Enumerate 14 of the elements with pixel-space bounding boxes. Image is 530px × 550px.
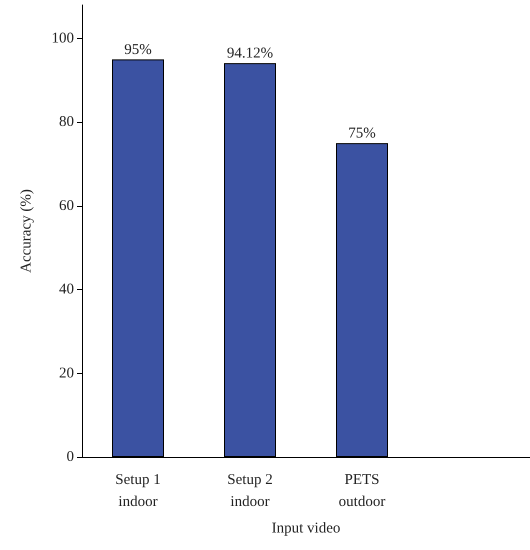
data-label: 75% [348, 126, 376, 142]
y-tick-label: 20 [59, 365, 74, 382]
y-axis-title: Accuracy (%) [18, 189, 34, 273]
x-tick-label: PETS outdoor [338, 472, 386, 510]
x-tick-label: Setup 1 indoor [115, 472, 161, 510]
y-tick-label: 80 [59, 114, 74, 130]
y-tick-label: 60 [59, 198, 74, 214]
y-tick-label: 40 [59, 282, 74, 298]
x-tick-label: Setup 2 indoor [227, 472, 273, 510]
data-label: 94.12% [226, 46, 274, 62]
data-label: 95% [124, 42, 152, 58]
y-tick-label: 100 [52, 30, 74, 46]
x-axis-title: Input video [272, 520, 340, 536]
y-tick-label: 0 [66, 449, 74, 465]
